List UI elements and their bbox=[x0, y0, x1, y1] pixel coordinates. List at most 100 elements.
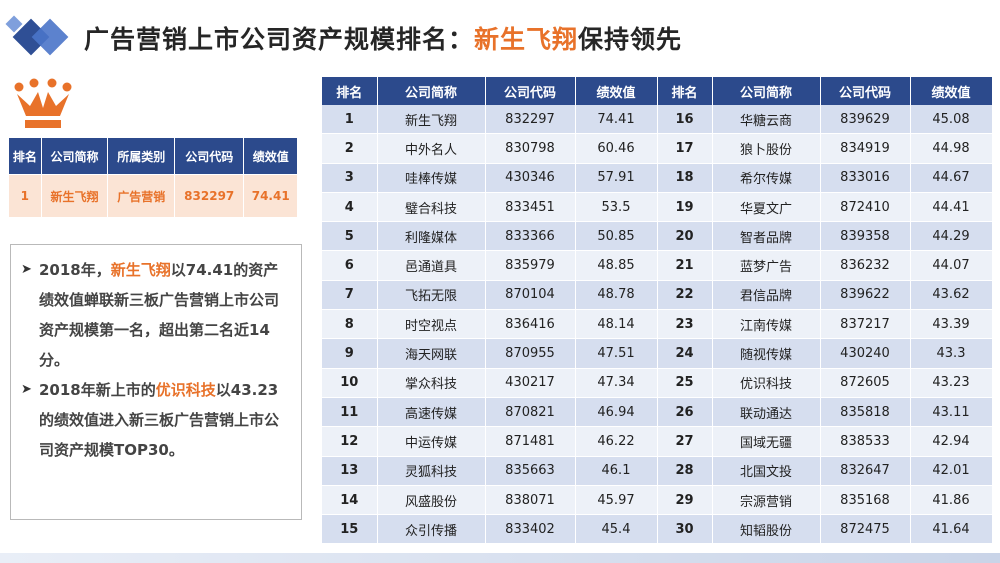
ranking-cell: 众引传播 bbox=[377, 514, 486, 545]
ranking-cell: 2 bbox=[322, 133, 378, 164]
ranking-cell: 839622 bbox=[820, 280, 911, 311]
table-row: 9 海天网联 870955 47.51 24 随视传媒 430240 43.3 bbox=[322, 338, 993, 369]
ranking-cell: 13 bbox=[322, 456, 378, 486]
ranking-cell: 42.94 bbox=[910, 426, 993, 457]
ranking-cell: 833016 bbox=[820, 163, 911, 193]
ranking-cell: 833451 bbox=[485, 192, 576, 223]
ranking-cell: 870821 bbox=[485, 397, 576, 428]
ranking-cell: 联动通达 bbox=[712, 397, 821, 428]
ranking-cell: 17 bbox=[657, 133, 713, 164]
table-row: 6 邑通道具 835979 48.85 21 蓝梦广告 836232 44.07 bbox=[322, 250, 993, 281]
ranking-cell: 835663 bbox=[485, 456, 576, 486]
ranking-cell: 21 bbox=[657, 250, 713, 281]
ranking-cell: 872475 bbox=[820, 514, 911, 545]
arrow-bullet-icon: ➤ bbox=[21, 382, 32, 397]
ranking-cell: 新生飞翔 bbox=[377, 105, 486, 135]
ranking-cell: 43.62 bbox=[910, 280, 993, 311]
ranking-cell: 837217 bbox=[820, 309, 911, 340]
highlight-company: 优识科技 bbox=[155, 381, 216, 399]
ranking-cell: 10 bbox=[322, 368, 378, 398]
ranking-cell: 46.1 bbox=[575, 456, 658, 486]
title-highlight: 新生飞翔 bbox=[474, 25, 579, 54]
ranking-cell: 23 bbox=[657, 309, 713, 340]
top1-header-row: 排名 公司简称 所属类别 公司代码 绩效值 bbox=[8, 137, 298, 175]
ranking-cell: 835168 bbox=[820, 485, 911, 516]
ranking-cell: 中外名人 bbox=[377, 133, 486, 164]
ranking-cell: 830798 bbox=[485, 133, 576, 164]
ranking-cell: 832647 bbox=[820, 456, 911, 486]
ranking-cell: 44.67 bbox=[910, 163, 993, 193]
ranking-cell: 60.46 bbox=[575, 133, 658, 164]
ranking-cell: 430217 bbox=[485, 368, 576, 398]
ranking-cell: 835818 bbox=[820, 397, 911, 428]
ranking-cell: 璧合科技 bbox=[377, 192, 486, 223]
ranking-cell: 知韬股份 bbox=[712, 514, 821, 545]
ranking-cell: 42.01 bbox=[910, 456, 993, 486]
top1-cell: 新生飞翔 bbox=[40, 174, 109, 218]
ranking-cell: 海天网联 bbox=[377, 338, 486, 369]
ranking-cell: 蓝梦广告 bbox=[712, 250, 821, 281]
table-row: 14 风盛股份 838071 45.97 29 宗源营销 835168 41.86 bbox=[322, 485, 993, 516]
ranking-cell: 41.86 bbox=[910, 485, 993, 516]
ranking-cell: 839358 bbox=[820, 221, 911, 252]
table-row: 11 高速传媒 870821 46.94 26 联动通达 835818 43.11 bbox=[322, 397, 993, 428]
table-row: 2 中外名人 830798 60.46 17 狼卜股份 834919 44.98 bbox=[322, 133, 993, 164]
ranking-cell: 利隆媒体 bbox=[377, 221, 486, 252]
ranking-cell: 46.94 bbox=[575, 397, 658, 428]
ranking-cell: 43.3 bbox=[910, 338, 993, 369]
ranking-cell: 高速传媒 bbox=[377, 397, 486, 428]
ranking-cell: 45.08 bbox=[910, 105, 993, 135]
ranking-cell: 7 bbox=[322, 280, 378, 311]
page-title: 广告营销上市公司资产规模排名：新生飞翔保持领先 bbox=[84, 25, 683, 54]
summary-textbox: ➤ 2018年，新生飞翔以74.41的资产绩效值蝉联新三板广告营销上市公司资产规… bbox=[10, 244, 302, 520]
top1-table: 排名 公司简称 所属类别 公司代码 绩效值 1 新生飞翔 广告营销 832297… bbox=[8, 137, 298, 218]
ranking-cell: 3 bbox=[322, 163, 378, 193]
ranking-cell: 9 bbox=[322, 338, 378, 369]
ranking-cell: 华糖云商 bbox=[712, 105, 821, 135]
ranking-cell: 45.97 bbox=[575, 485, 658, 516]
ranking-cell: 22 bbox=[657, 280, 713, 311]
ranking-header-cell: 公司代码 bbox=[485, 77, 576, 105]
ranking-cell: 46.22 bbox=[575, 426, 658, 457]
ranking-cell: 11 bbox=[322, 397, 378, 428]
table-row: 4 璧合科技 833451 53.5 19 华夏文广 872410 44.41 bbox=[322, 192, 993, 223]
ranking-body: 1 新生飞翔 832297 74.41 16 华糖云商 839629 45.08 2 中外名人 83… bbox=[322, 105, 993, 545]
ranking-cell: 872410 bbox=[820, 192, 911, 223]
ranking-cell: 838533 bbox=[820, 426, 911, 457]
ranking-cell: 哇棒传媒 bbox=[377, 163, 486, 193]
ranking-header-row: 排名 公司简称 公司代码 绩效值 排名 公司简称 公司代码 绩效值 bbox=[322, 77, 993, 105]
ranking-cell: 14 bbox=[322, 485, 378, 516]
ranking-cell: 宗源营销 bbox=[712, 485, 821, 516]
table-row: 8 时空视点 836416 48.14 23 江南传媒 837217 43.39 bbox=[322, 309, 993, 340]
ranking-cell: 30 bbox=[657, 514, 713, 545]
top1-cell: 1 bbox=[8, 174, 42, 218]
ranking-cell: 57.91 bbox=[575, 163, 658, 193]
ranking-cell: 12 bbox=[322, 426, 378, 457]
ranking-cell: 53.5 bbox=[575, 192, 658, 223]
ranking-cell: 835979 bbox=[485, 250, 576, 281]
ranking-cell: 74.41 bbox=[575, 105, 658, 135]
ranking-cell: 中运传媒 bbox=[377, 426, 486, 457]
summary-bullet: ➤ 2018年新上市的优识科技以43.23的绩效值进入新三板广告营销上市公司资产… bbox=[21, 375, 291, 465]
ranking-cell: 44.41 bbox=[910, 192, 993, 223]
top1-header-cell: 公司代码 bbox=[174, 137, 245, 175]
ranking-cell: 26 bbox=[657, 397, 713, 428]
ranking-cell: 时空视点 bbox=[377, 309, 486, 340]
ranking-cell: 5 bbox=[322, 221, 378, 252]
ranking-cell: 狼卜股份 bbox=[712, 133, 821, 164]
top1-header-cell: 绩效值 bbox=[243, 137, 298, 175]
ranking-cell: 18 bbox=[657, 163, 713, 193]
top1-row: 1 新生飞翔 广告营销 832297 74.41 bbox=[8, 174, 298, 218]
ranking-cell: 29 bbox=[657, 485, 713, 516]
ranking-cell: 43.39 bbox=[910, 309, 993, 340]
top1-cell: 832297 bbox=[174, 174, 245, 218]
ranking-cell: 智者品牌 bbox=[712, 221, 821, 252]
ranking-cell: 25 bbox=[657, 368, 713, 398]
table-row: 1 新生飞翔 832297 74.41 16 华糖云商 839629 45.08 bbox=[322, 105, 993, 135]
ranking-cell: 华夏文广 bbox=[712, 192, 821, 223]
ranking-header-cell: 绩效值 bbox=[575, 77, 658, 105]
ranking-cell: 43.11 bbox=[910, 397, 993, 428]
ranking-cell: 836416 bbox=[485, 309, 576, 340]
ranking-cell: 16 bbox=[657, 105, 713, 135]
ranking-cell: 19 bbox=[657, 192, 713, 223]
